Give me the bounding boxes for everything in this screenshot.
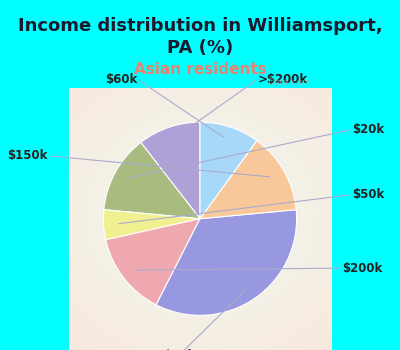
Wedge shape bbox=[106, 219, 200, 305]
Text: Income distribution in Williamsport,
PA (%): Income distribution in Williamsport, PA … bbox=[18, 17, 382, 57]
Text: $50k: $50k bbox=[352, 188, 384, 201]
Wedge shape bbox=[156, 210, 296, 315]
Text: $20k: $20k bbox=[352, 123, 384, 136]
Text: Asian residents: Asian residents bbox=[134, 63, 266, 77]
Wedge shape bbox=[200, 122, 257, 219]
Wedge shape bbox=[104, 142, 200, 219]
Text: $150k: $150k bbox=[7, 149, 48, 162]
Text: Data.com: Data.com bbox=[268, 78, 311, 87]
Wedge shape bbox=[200, 141, 296, 219]
Text: $60k: $60k bbox=[105, 72, 137, 86]
Wedge shape bbox=[141, 122, 200, 219]
Wedge shape bbox=[104, 210, 200, 240]
Text: $200k: $200k bbox=[342, 261, 382, 275]
Text: >$200k: >$200k bbox=[258, 72, 308, 86]
Text: $40k: $40k bbox=[163, 349, 195, 350]
